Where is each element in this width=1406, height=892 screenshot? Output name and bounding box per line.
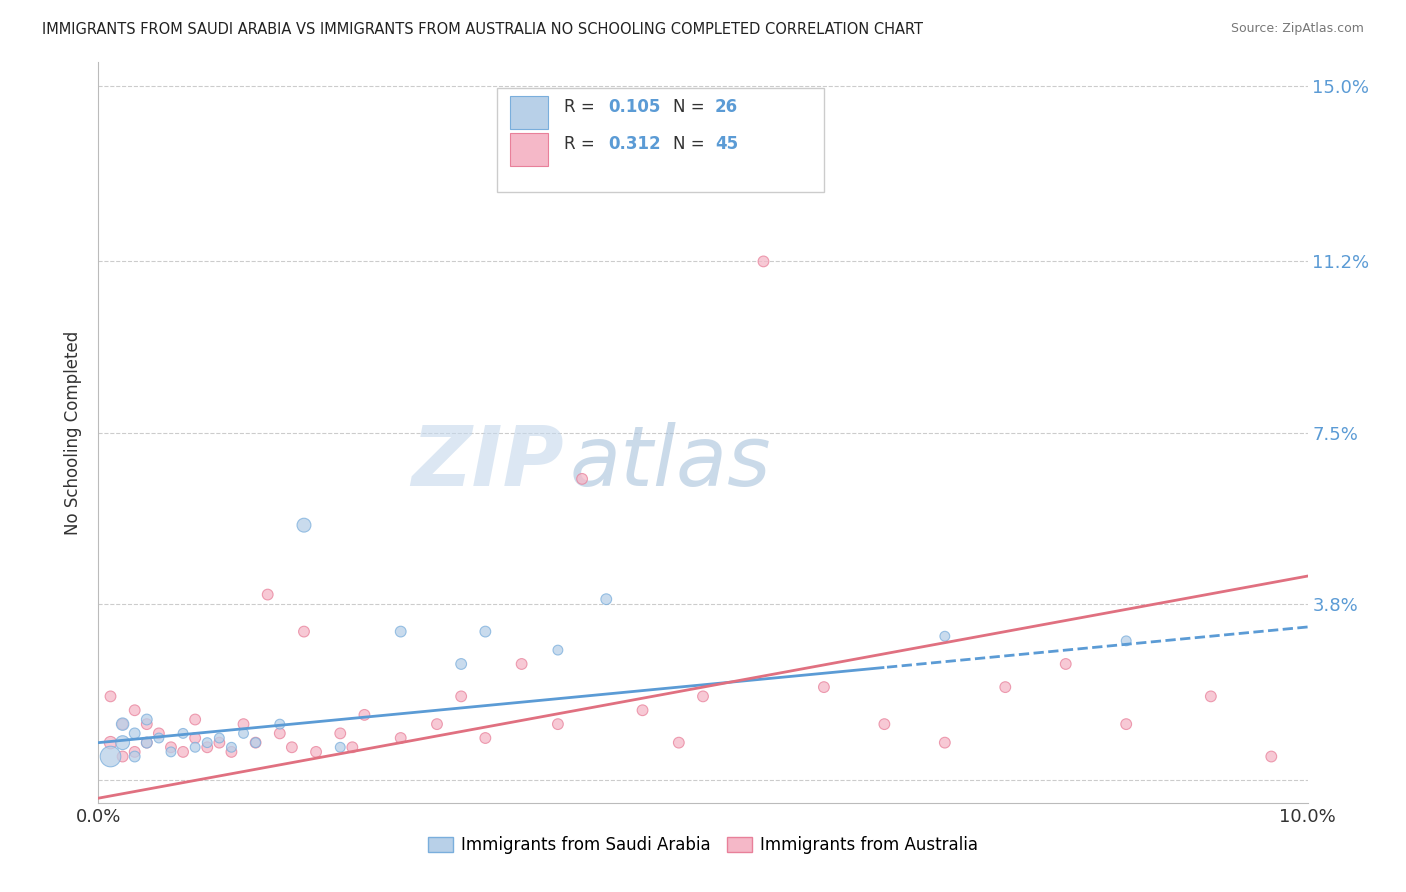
Point (111, 736, 134, 750)
Point (389, 624, 412, 639)
Point (135, 736, 157, 750)
Point (135, 717, 157, 731)
Point (510, 657, 533, 671)
Point (329, 740, 352, 755)
Point (474, 731, 496, 745)
Point (292, 518, 315, 533)
Point (148, 726, 170, 740)
Text: N =: N = (672, 98, 710, 116)
Point (184, 740, 207, 755)
Text: N =: N = (672, 135, 710, 153)
Point (111, 749, 134, 764)
Point (450, 657, 472, 671)
Text: 0.312: 0.312 (609, 135, 661, 153)
Point (172, 726, 194, 740)
Point (595, 592, 617, 607)
Point (221, 745, 243, 759)
Point (1199, 690, 1222, 704)
Point (389, 731, 412, 745)
Text: Source: ZipAtlas.com: Source: ZipAtlas.com (1230, 22, 1364, 36)
Text: 26: 26 (716, 98, 738, 116)
Point (208, 736, 231, 750)
Point (195, 740, 218, 755)
Text: IMMIGRANTS FROM SAUDI ARABIA VS IMMIGRANTS FROM AUSTRALIA NO SCHOOLING COMPLETED: IMMIGRANTS FROM SAUDI ARABIA VS IMMIGRAN… (42, 22, 924, 37)
Point (692, 690, 714, 704)
Point (124, 726, 146, 740)
Point (148, 731, 170, 745)
Point (184, 713, 207, 727)
Point (111, 717, 134, 731)
Legend: Immigrants from Saudi Arabia, Immigrants from Australia: Immigrants from Saudi Arabia, Immigrants… (420, 830, 986, 861)
Point (813, 680, 835, 694)
Point (571, 472, 593, 486)
Point (100, 749, 122, 764)
Point (934, 629, 956, 643)
Text: R =: R = (564, 98, 600, 116)
Point (547, 717, 569, 731)
Point (111, 717, 134, 731)
Point (160, 740, 183, 755)
Point (474, 624, 496, 639)
Point (124, 703, 146, 717)
Text: 0.105: 0.105 (609, 98, 661, 116)
Point (547, 643, 569, 657)
Point (245, 736, 267, 750)
Point (135, 736, 157, 750)
Point (450, 690, 472, 704)
Point (124, 749, 146, 764)
Point (124, 745, 146, 759)
Point (269, 717, 291, 731)
Point (232, 717, 254, 731)
Point (184, 731, 207, 745)
Point (232, 726, 254, 740)
Point (329, 726, 352, 740)
Y-axis label: No Schooling Completed: No Schooling Completed (63, 331, 82, 534)
Point (221, 740, 243, 755)
Point (281, 740, 304, 755)
Text: R =: R = (564, 135, 600, 153)
Bar (509, 133, 548, 166)
Point (100, 690, 122, 704)
Point (668, 736, 690, 750)
Point (342, 740, 364, 755)
Text: atlas: atlas (569, 422, 772, 503)
Point (873, 717, 896, 731)
Point (208, 731, 231, 745)
Point (426, 717, 449, 731)
Point (100, 736, 122, 750)
Point (195, 736, 218, 750)
Point (292, 624, 315, 639)
Point (1260, 749, 1282, 764)
Text: ZIP: ZIP (412, 422, 564, 503)
Point (305, 745, 328, 759)
Text: 45: 45 (716, 135, 738, 153)
Point (256, 588, 278, 602)
FancyBboxPatch shape (498, 88, 824, 192)
Point (160, 745, 183, 759)
Point (994, 680, 1017, 694)
Point (934, 736, 956, 750)
Point (752, 254, 775, 268)
Point (135, 713, 157, 727)
Point (353, 707, 375, 722)
Point (1115, 633, 1137, 648)
Point (1115, 717, 1137, 731)
Bar (509, 95, 548, 129)
Point (1054, 657, 1077, 671)
Point (245, 736, 267, 750)
Point (631, 703, 654, 717)
Point (269, 726, 291, 740)
Point (172, 745, 194, 759)
